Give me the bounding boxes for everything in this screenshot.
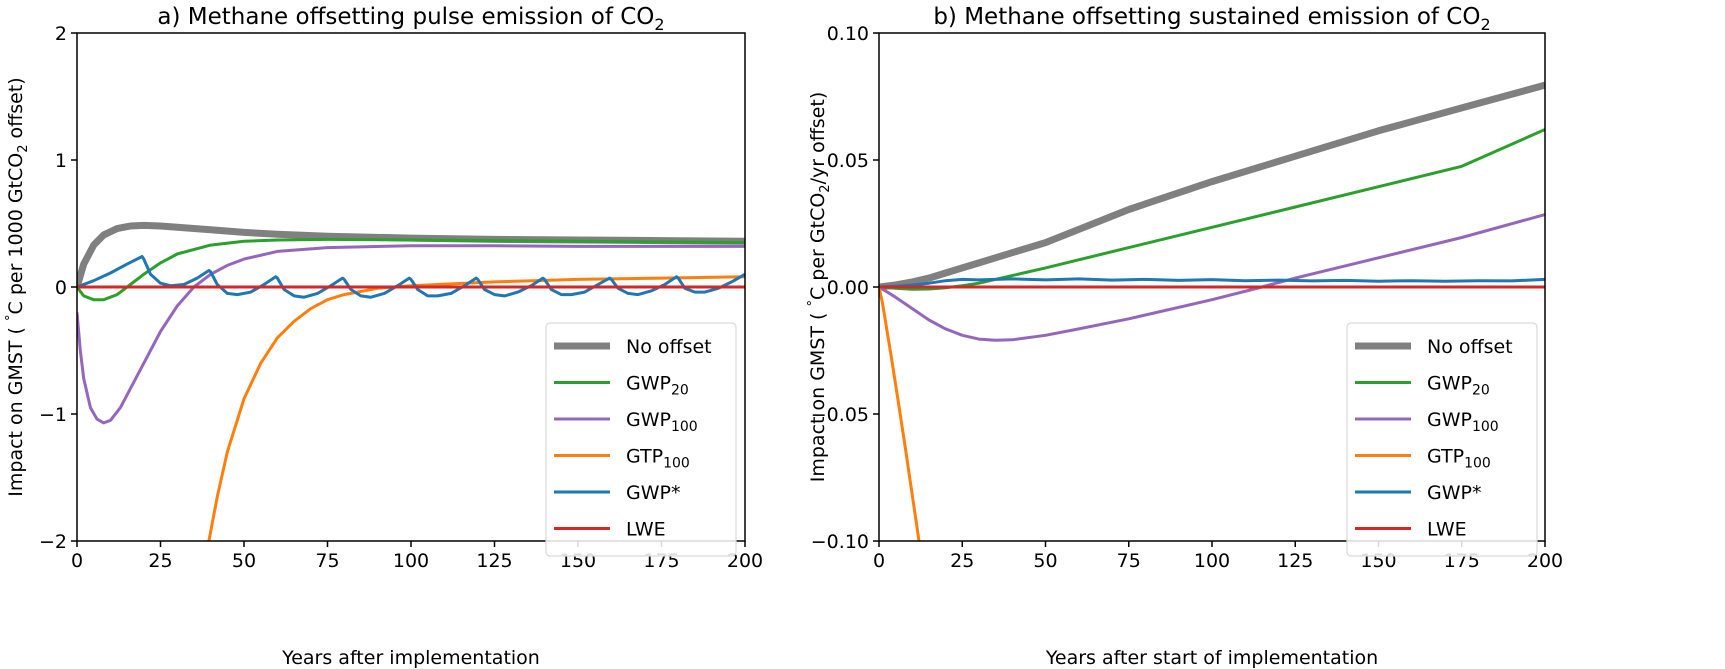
series-line-gwp20 <box>879 128 1545 291</box>
legend-item: GWP20 <box>1355 373 1490 399</box>
series-group <box>879 81 1545 541</box>
series-line-gtp100 <box>879 286 921 541</box>
legend-label: GWP100 <box>1427 409 1499 435</box>
series-group <box>77 221 745 541</box>
panel-a: a) Methane offsetting pulse emission of … <box>4 4 763 669</box>
y-tick-label: 0.10 <box>827 23 869 45</box>
y-tick-label: −0.10 <box>811 531 869 553</box>
x-tick-label: 200 <box>727 550 763 572</box>
legend-item: LWE <box>554 519 666 541</box>
y-tick-label: −0.05 <box>811 404 869 426</box>
legend: No offset GWP20 GWP100 GTP100 GWP* LWE <box>1346 322 1538 557</box>
x-tick-label: 100 <box>1194 550 1230 572</box>
series-line-gwp100 <box>77 244 745 425</box>
legend-label: GWP* <box>1427 482 1481 504</box>
series-line-gwp100 <box>879 213 1545 342</box>
legend-item: GWP100 <box>554 409 698 435</box>
legend-item: No offset <box>1355 336 1513 358</box>
panel-b: b) Methane offsetting sustained emission… <box>806 4 1563 669</box>
y-axis-label: Impact on GMST ( °C per GtCO2/yr offset) <box>806 92 833 483</box>
legend: No offset GWP20 GWP100 GTP100 GWP* LWE <box>545 322 737 557</box>
x-tick-label: 25 <box>950 550 974 572</box>
series-line-no-offset <box>879 81 1545 291</box>
x-axis-label: Years after start of implementation <box>1045 647 1378 669</box>
legend-item: GWP* <box>554 482 680 504</box>
x-tick-label: 125 <box>1277 550 1313 572</box>
x-tick-label: 75 <box>1117 550 1141 572</box>
x-tick-label: 0 <box>71 550 83 572</box>
legend-item: No offset <box>554 336 712 358</box>
chart-title: a) Methane offsetting pulse emission of … <box>157 4 664 34</box>
y-tick-label: 0 <box>55 277 67 299</box>
chart-title: b) Methane offsetting sustained emission… <box>933 4 1490 34</box>
legend-label: No offset <box>1427 336 1513 358</box>
legend-label: GWP20 <box>626 373 689 399</box>
x-tick-label: 50 <box>1033 550 1057 572</box>
x-tick-label: 50 <box>232 550 256 572</box>
legend-item: GWP20 <box>554 373 689 399</box>
legend-label: GWP100 <box>626 409 698 435</box>
series-line-gwp- <box>77 255 745 299</box>
y-tick-label: −1 <box>39 404 67 426</box>
x-tick-label: 100 <box>393 550 429 572</box>
legend-item: GWP100 <box>1355 409 1499 435</box>
legend-label: No offset <box>626 336 712 358</box>
legend-item: GWP* <box>1355 482 1481 504</box>
y-tick-label: 0.00 <box>827 277 869 299</box>
y-tick-label: 2 <box>55 23 67 45</box>
legend-label: GWP* <box>626 482 680 504</box>
y-tick-label: 0.05 <box>827 150 869 172</box>
x-tick-label: 0 <box>873 550 885 572</box>
legend-item: LWE <box>1355 519 1467 541</box>
legend-label: LWE <box>626 519 666 541</box>
y-tick-label: 1 <box>55 150 67 172</box>
x-tick-label: 25 <box>148 550 172 572</box>
x-tick-label: 125 <box>476 550 512 572</box>
legend-label: LWE <box>1427 519 1467 541</box>
x-axis-label: Years after implementation <box>281 647 540 669</box>
series-line-gwp- <box>879 277 1545 289</box>
legend-item: GTP100 <box>554 446 690 472</box>
legend-item: GTP100 <box>1355 446 1491 472</box>
y-axis-label: Impact on GMST ( °C per 1000 GtCO2 offse… <box>4 77 31 496</box>
series-line-gwp20 <box>77 237 745 302</box>
x-tick-label: 75 <box>315 550 339 572</box>
legend-label: GTP100 <box>626 446 690 472</box>
legend-label: GTP100 <box>1427 446 1491 472</box>
y-tick-label: −2 <box>39 531 67 553</box>
legend-label: GWP20 <box>1427 373 1490 399</box>
